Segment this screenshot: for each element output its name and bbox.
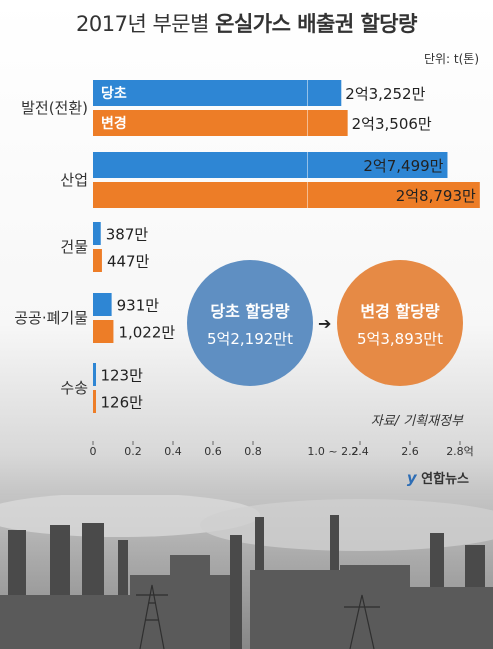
total-before-value: 5억2,192만t (207, 329, 293, 348)
bar-before (93, 80, 307, 106)
page-title: 2017년 부문별 온실가스 배출권 할당량 (0, 8, 493, 38)
legend-label-after: 변경 (101, 115, 127, 132)
bar-after (93, 320, 114, 343)
yonhap-logo-icon: y 연합뉴스 (407, 468, 469, 487)
x-tick-label: 0.8 (244, 445, 262, 458)
category-label: 공공·폐기물 (14, 309, 88, 327)
data-label: 2억3,506만 (352, 115, 432, 133)
total-after-value: 5억3,893만t (357, 329, 443, 348)
bar-before (93, 293, 112, 316)
data-label: 2억3,252만 (345, 85, 425, 103)
logo-text: 연합뉴스 (421, 472, 469, 487)
data-label: 387만 (106, 226, 149, 244)
bar-after (93, 182, 307, 208)
bar-before (93, 363, 96, 386)
bar-after (93, 390, 96, 413)
title-main: 온실가스 배출권 할당량 (215, 12, 417, 36)
x-tick-label: 1.0 ~ 2.2 (307, 445, 358, 458)
bar-after (93, 249, 102, 272)
data-label: 1,022만 (118, 324, 175, 342)
unit-label: 단위: t(톤) (423, 52, 479, 66)
category-label: 산업 (60, 171, 88, 189)
x-tick-label: 0.2 (124, 445, 142, 458)
x-tick-label: 2.6 (401, 445, 419, 458)
total-after-title: 변경 할당량 (360, 301, 440, 321)
right-arrow-icon: ➔ (318, 314, 332, 333)
x-tick-label: 0.6 (204, 445, 222, 458)
total-before-title: 당초 할당량 (210, 301, 290, 321)
total-before-circle: 당초 할당량 5억2,192만t (187, 260, 313, 386)
total-after-circle: 변경 할당량 5억3,893만t (337, 260, 463, 386)
bar-before-continued (307, 80, 342, 106)
title-prefix: 2017년 부문별 (76, 12, 209, 36)
bar-before-continued (307, 152, 448, 178)
source-note: 자료/ 기획재정부 (370, 414, 463, 429)
bar-after-continued (307, 182, 480, 208)
data-label: 447만 (107, 253, 150, 271)
data-label: 2억7,499만 (363, 157, 443, 175)
bar-before (93, 222, 101, 245)
data-label: 123만 (100, 367, 143, 385)
x-tick-label: 0.4 (164, 445, 182, 458)
bar-after (93, 110, 307, 136)
bar-before (93, 152, 307, 178)
bar-after-continued (307, 110, 348, 136)
logo-mark: y (406, 469, 417, 487)
category-label: 수송 (60, 379, 88, 397)
data-label: 931만 (117, 297, 160, 315)
x-tick-label: 2.4 (351, 445, 369, 458)
x-tick-label: 0 (90, 445, 97, 458)
x-tick-label: 2.8억 (446, 445, 474, 458)
industrial-skyline-illustration (0, 495, 493, 649)
legend-label-before: 당초 (101, 85, 127, 102)
data-label: 2억8,793만 (396, 187, 476, 205)
data-label: 126만 (101, 394, 144, 412)
category-label: 발전(전환) (21, 99, 88, 117)
category-label: 건물 (60, 238, 88, 256)
